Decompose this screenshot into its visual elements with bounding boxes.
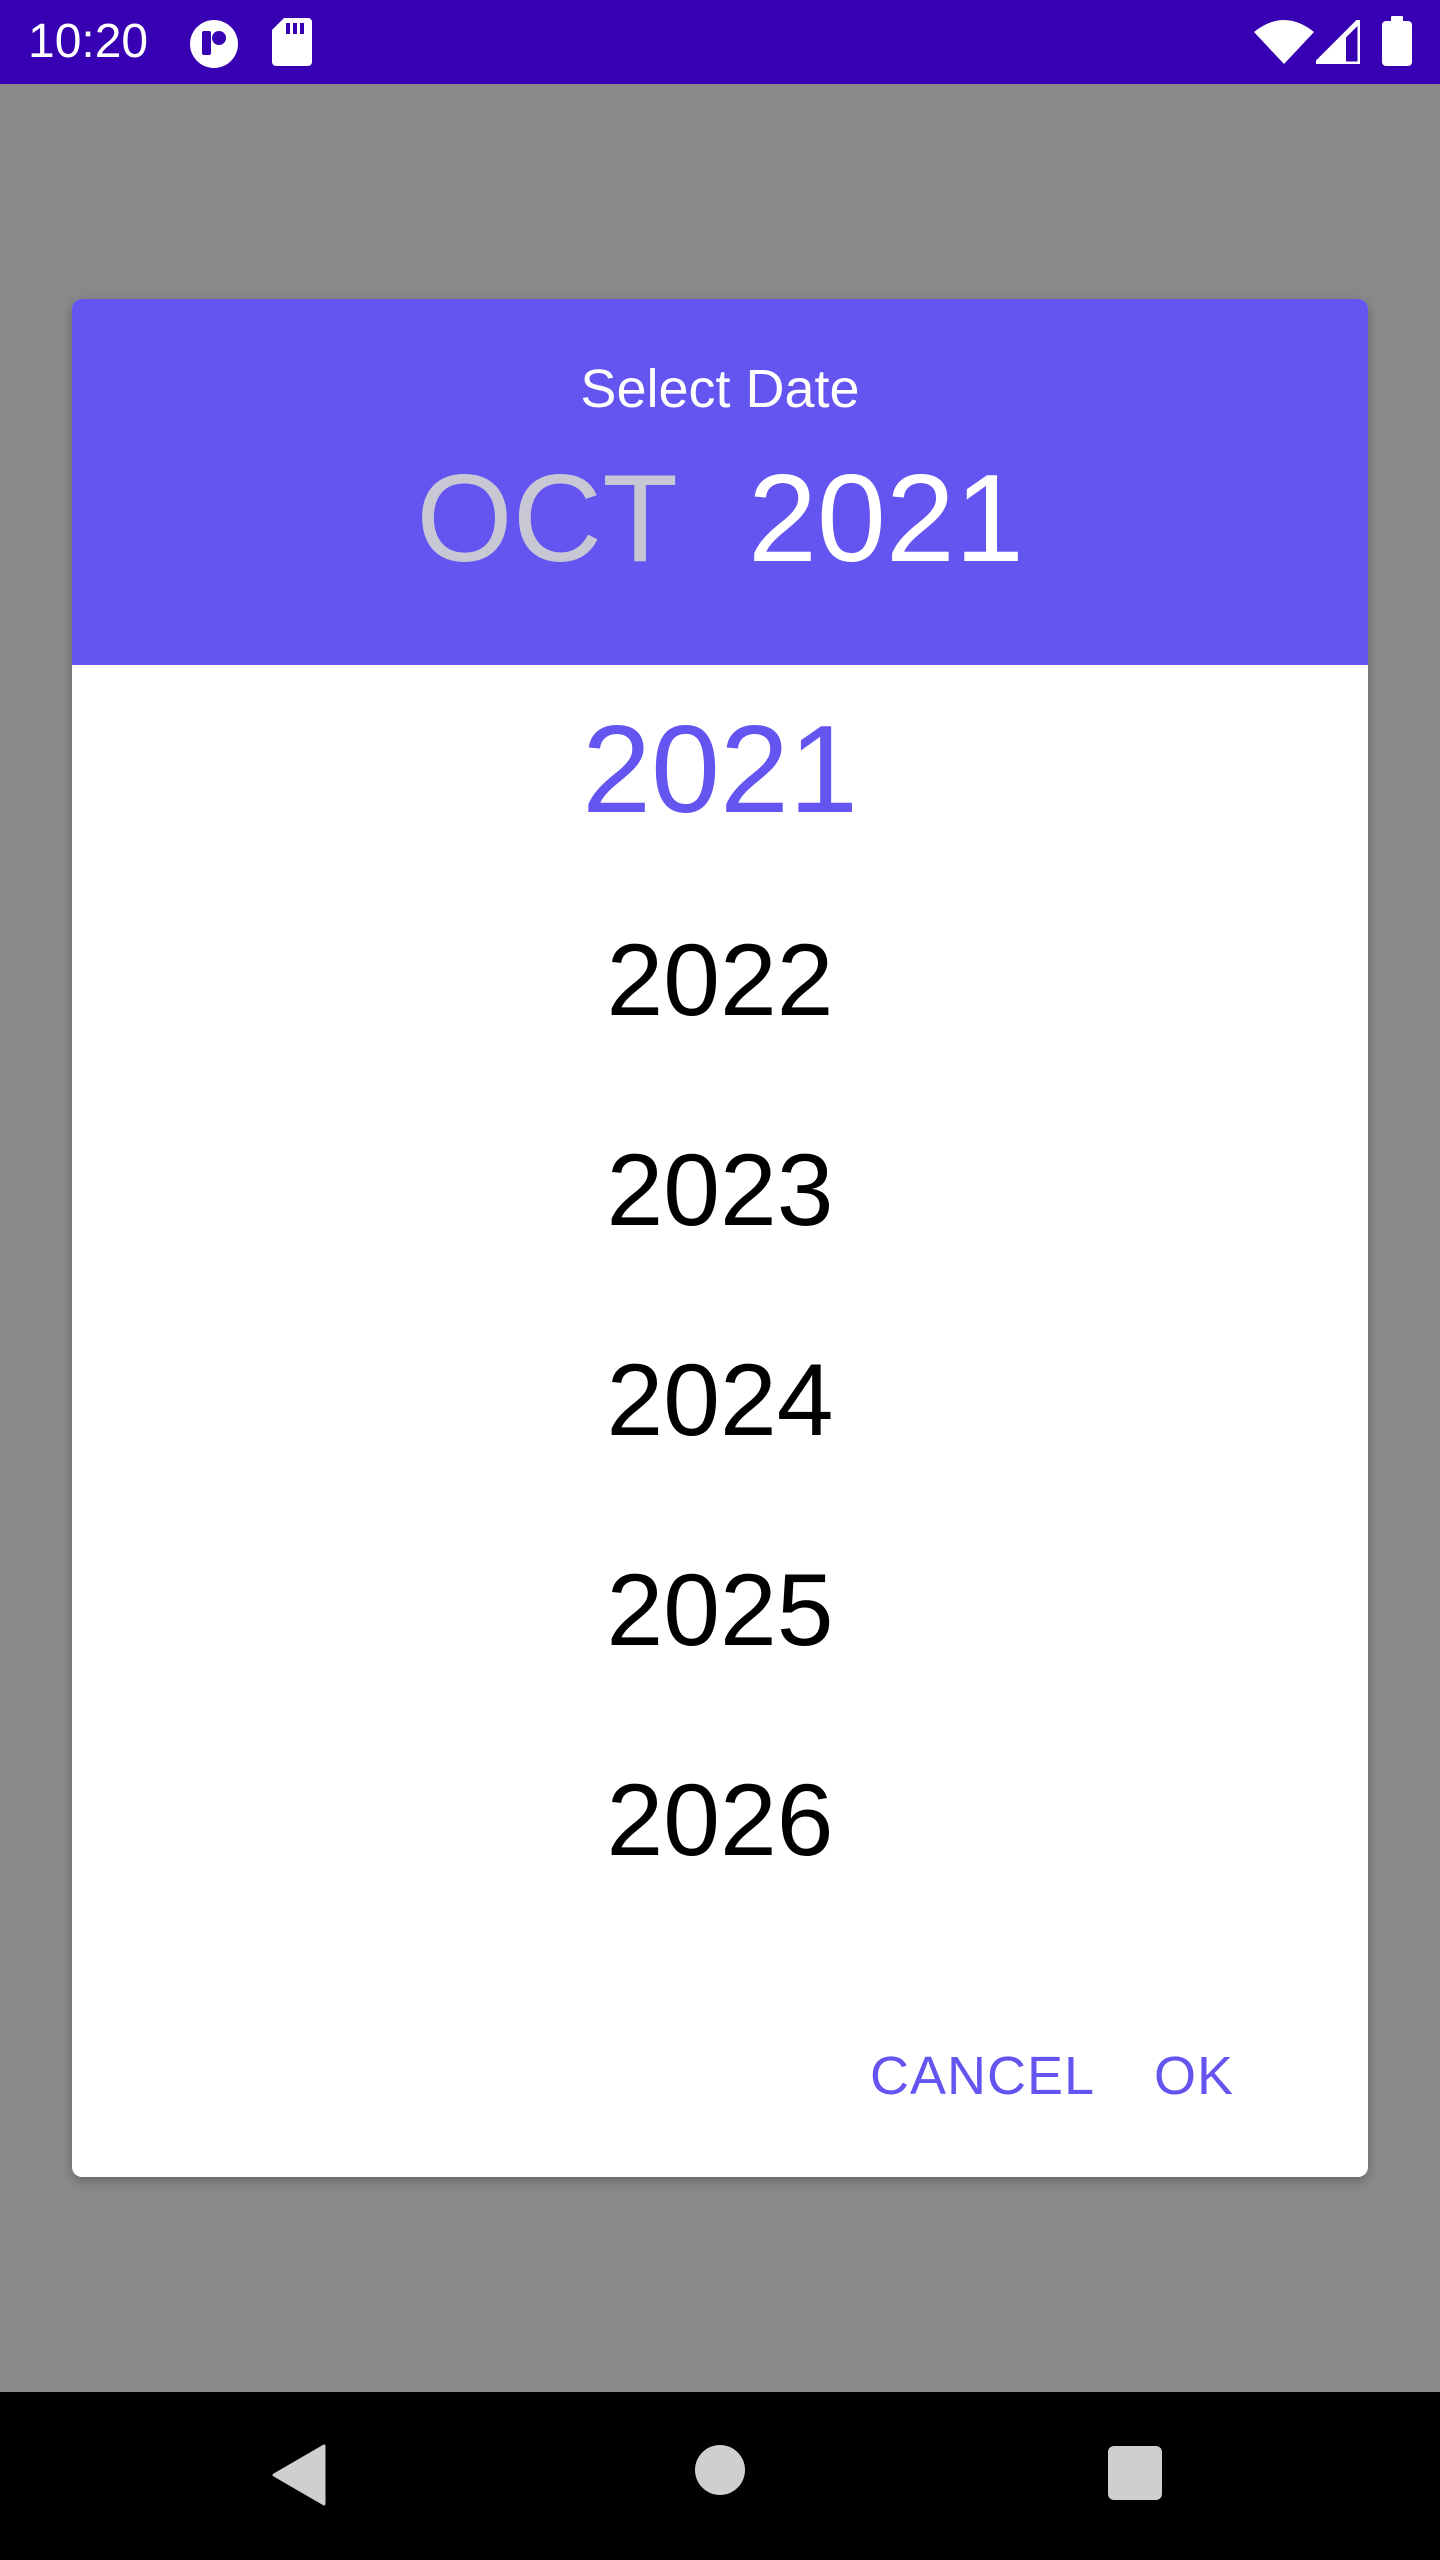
year-list[interactable]: 2021 2022 2023 2024 2025 2026: [72, 665, 1368, 2177]
date-picker-dialog: Select Date OCT 2021 2021 2022 2023 2024 …: [72, 299, 1368, 2177]
year-item-2026[interactable]: 2026: [606, 1763, 834, 1877]
status-time: 10:20: [28, 15, 149, 68]
year-item-2024[interactable]: 2024: [606, 1343, 834, 1457]
dialog-title: Select Date: [580, 359, 860, 419]
selected-month[interactable]: OCT: [416, 450, 678, 588]
year-item-2021[interactable]: 2021: [582, 701, 858, 839]
home-icon[interactable]: [694, 2444, 746, 2501]
cancel-button[interactable]: CANCEL: [870, 2046, 1096, 2106]
selected-year[interactable]: 2021: [747, 450, 1024, 588]
year-item-2025[interactable]: 2025: [606, 1553, 834, 1667]
cell-signal-icon: [1313, 17, 1363, 69]
selected-date-display: OCT 2021: [72, 449, 1368, 589]
sd-card-icon: [272, 18, 312, 71]
status-bar: 10:20: [0, 0, 1440, 84]
recents-icon[interactable]: [1108, 2446, 1162, 2505]
battery-icon: [1382, 16, 1412, 71]
year-item-2022[interactable]: 2022: [606, 923, 834, 1037]
navigation-bar: [0, 2392, 1440, 2560]
dialog-header: Select Date OCT 2021: [72, 299, 1368, 665]
year-item-2023[interactable]: 2023: [606, 1133, 834, 1247]
ok-button[interactable]: OK: [1154, 2046, 1235, 2106]
back-icon[interactable]: [272, 2444, 326, 2511]
wifi-icon: [1254, 20, 1314, 69]
app-notification-icon: [188, 18, 240, 75]
